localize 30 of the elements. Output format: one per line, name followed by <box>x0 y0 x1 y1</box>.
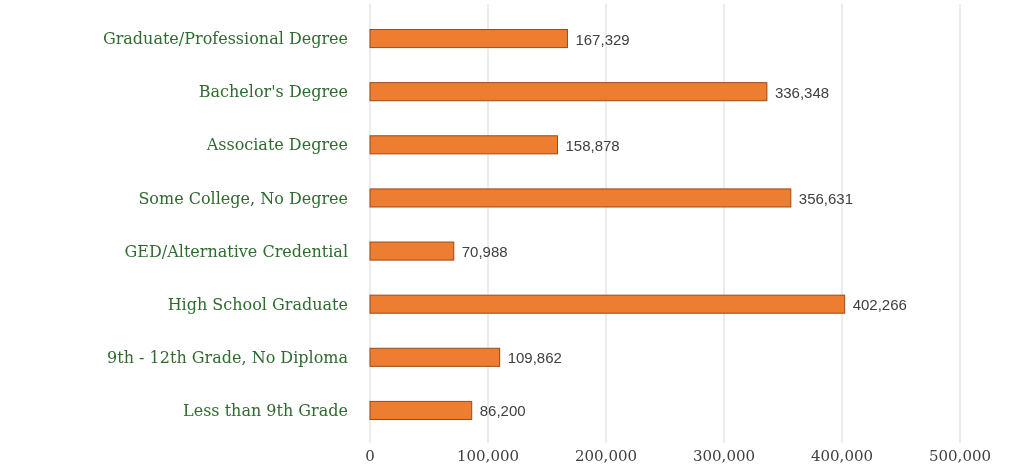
bar <box>369 241 455 261</box>
x-tick-label: 500,000 <box>928 447 992 465</box>
data-label: 336,348 <box>774 83 830 101</box>
bar <box>369 29 568 49</box>
bar <box>369 82 768 102</box>
bar <box>369 400 473 420</box>
data-label: 86,200 <box>479 402 526 420</box>
data-label: 356,631 <box>798 189 854 207</box>
bar <box>369 294 846 314</box>
y-tick-label: Bachelor's Degree <box>198 82 348 102</box>
x-tick-label: 400,000 <box>810 447 874 465</box>
bar <box>369 135 558 155</box>
y-tick-label: Associate Degree <box>205 135 348 155</box>
data-label: 158,878 <box>565 136 620 154</box>
y-tick-label: GED/Alternative Credential <box>124 241 348 261</box>
data-label: 109,862 <box>507 349 562 367</box>
y-tick-label: 9th - 12th Grade, No Diploma <box>107 347 349 367</box>
x-tick-label: 100,000 <box>456 447 520 465</box>
data-label: 402,266 <box>852 296 907 314</box>
y-tick-label: Graduate/Professional Degree <box>102 29 348 49</box>
y-tick-label: Less than 9th Grade <box>183 401 348 421</box>
x-tick-label: 200,000 <box>574 447 638 465</box>
bar <box>369 347 501 367</box>
data-label: 167,329 <box>575 30 630 48</box>
y-tick-label: Some College, No Degree <box>138 188 348 208</box>
bar <box>369 188 792 208</box>
data-label: 70,988 <box>461 243 508 261</box>
y-tick-label: High School Graduate <box>167 294 348 314</box>
x-tick-label: 300,000 <box>692 447 756 465</box>
x-tick-label: 0 <box>365 447 375 465</box>
